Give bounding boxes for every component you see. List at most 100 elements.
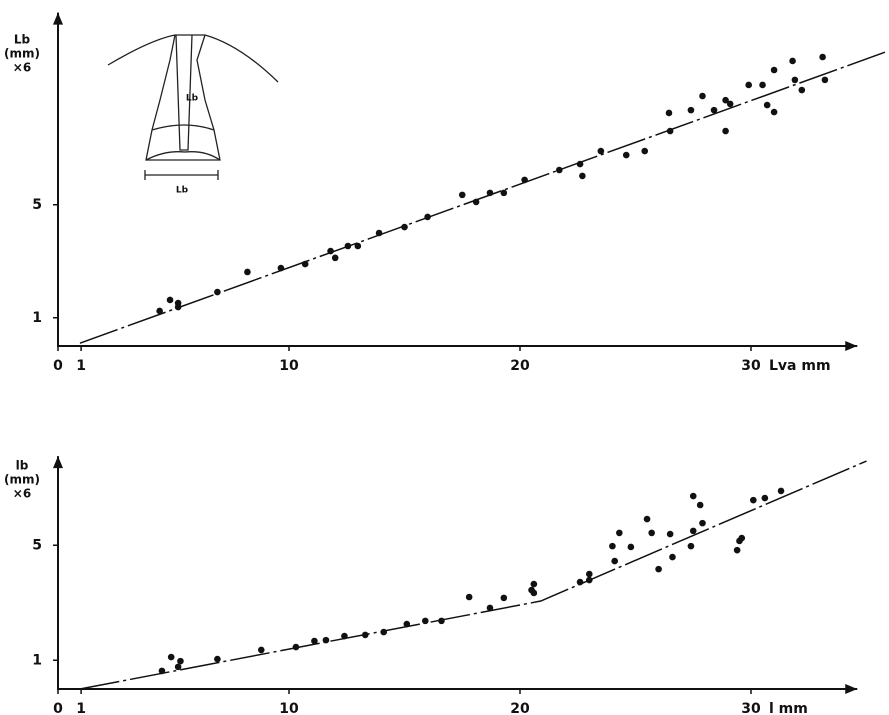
data-point <box>292 643 300 651</box>
data-point <box>750 496 757 504</box>
data-point <box>174 663 182 671</box>
data-point <box>214 655 221 663</box>
inset-label: Lb <box>186 94 199 104</box>
data-point <box>738 534 746 542</box>
data-point <box>745 81 752 89</box>
data-point <box>530 580 538 588</box>
x-tick-label: 0 <box>53 701 63 715</box>
data-point <box>257 646 265 654</box>
data-point <box>375 229 383 237</box>
x-tick-label: 10 <box>279 701 299 715</box>
data-point <box>500 594 508 602</box>
data-point <box>759 81 766 89</box>
x-tick-label: 0 <box>53 358 63 374</box>
data-point <box>403 620 411 628</box>
data-point <box>579 172 586 180</box>
data-point <box>770 108 778 116</box>
x-tick-label: 1 <box>76 358 86 374</box>
axes <box>57 12 858 347</box>
data-point <box>669 553 676 561</box>
data-point <box>597 147 605 155</box>
data-point <box>167 653 175 661</box>
data-point <box>586 576 593 584</box>
data-point <box>798 86 806 94</box>
data-point <box>500 189 508 197</box>
data-point <box>819 53 826 61</box>
data-point <box>344 242 352 250</box>
data-point <box>586 570 593 578</box>
data-point <box>609 542 616 550</box>
data-point <box>424 213 431 221</box>
data-point <box>666 530 674 538</box>
data-point <box>486 189 494 197</box>
data-point <box>301 260 309 268</box>
data-point <box>722 127 729 135</box>
y-axis-label: (mm) <box>4 473 40 487</box>
axis-arrow <box>845 684 858 694</box>
data-point <box>666 127 674 135</box>
data-point <box>341 632 348 640</box>
data-point <box>761 494 769 502</box>
data-point <box>465 593 473 601</box>
x-tick-label: 30 <box>741 701 761 715</box>
data-point <box>726 100 734 108</box>
data-point <box>244 268 251 276</box>
data-point <box>770 66 778 74</box>
data-point <box>322 636 330 644</box>
data-point <box>401 223 408 231</box>
data-point <box>156 307 163 315</box>
data-point <box>789 57 796 65</box>
data-point <box>486 604 494 612</box>
data-point <box>311 637 318 645</box>
data-point <box>331 254 339 262</box>
data-point <box>648 529 655 537</box>
data-point <box>177 657 184 665</box>
data-point <box>576 578 584 586</box>
axis-arrow <box>53 12 63 25</box>
y-axis-label: lb <box>16 459 29 473</box>
data-point <box>689 492 697 500</box>
data-point <box>699 519 706 527</box>
data-point <box>699 92 706 100</box>
y-axis-label: Lb <box>14 33 31 47</box>
inset-label: Lb <box>176 186 189 196</box>
x-tick-label: 20 <box>510 358 530 374</box>
inset-diagram <box>107 34 279 180</box>
data-point <box>158 667 166 675</box>
data-point <box>655 565 662 573</box>
data-point <box>327 247 334 255</box>
y-tick-label: 5 <box>32 197 42 213</box>
fit-line <box>79 460 867 690</box>
data-point <box>687 542 695 550</box>
data-point <box>689 527 697 535</box>
x-axis-label: Lva mm <box>769 358 831 374</box>
data-point <box>458 191 466 199</box>
data-point <box>722 96 729 104</box>
y-axis-label: ×6 <box>13 487 31 501</box>
data-point <box>380 628 388 636</box>
data-point <box>354 242 362 250</box>
y-axis-label: ×6 <box>13 61 31 75</box>
data-point <box>361 631 369 639</box>
data-point <box>214 288 221 296</box>
data-point <box>627 543 635 551</box>
y-tick-label: 1 <box>32 310 42 326</box>
data-point <box>472 198 480 206</box>
x-axis-label: l mm <box>769 701 808 715</box>
data-point <box>611 557 619 565</box>
data-point <box>641 147 649 155</box>
data-point <box>622 151 630 159</box>
data-point <box>530 589 538 597</box>
data-point <box>710 106 718 114</box>
x-tick-label: 1 <box>76 701 86 715</box>
fit-line <box>79 51 886 344</box>
data-point <box>696 501 704 509</box>
data-point <box>763 101 771 109</box>
data-point <box>521 176 528 184</box>
axis-arrow <box>53 456 63 469</box>
data-point <box>438 617 445 625</box>
data-point <box>643 515 651 523</box>
data-point <box>174 303 182 311</box>
data-point <box>277 264 285 272</box>
axis-arrow <box>845 341 858 351</box>
